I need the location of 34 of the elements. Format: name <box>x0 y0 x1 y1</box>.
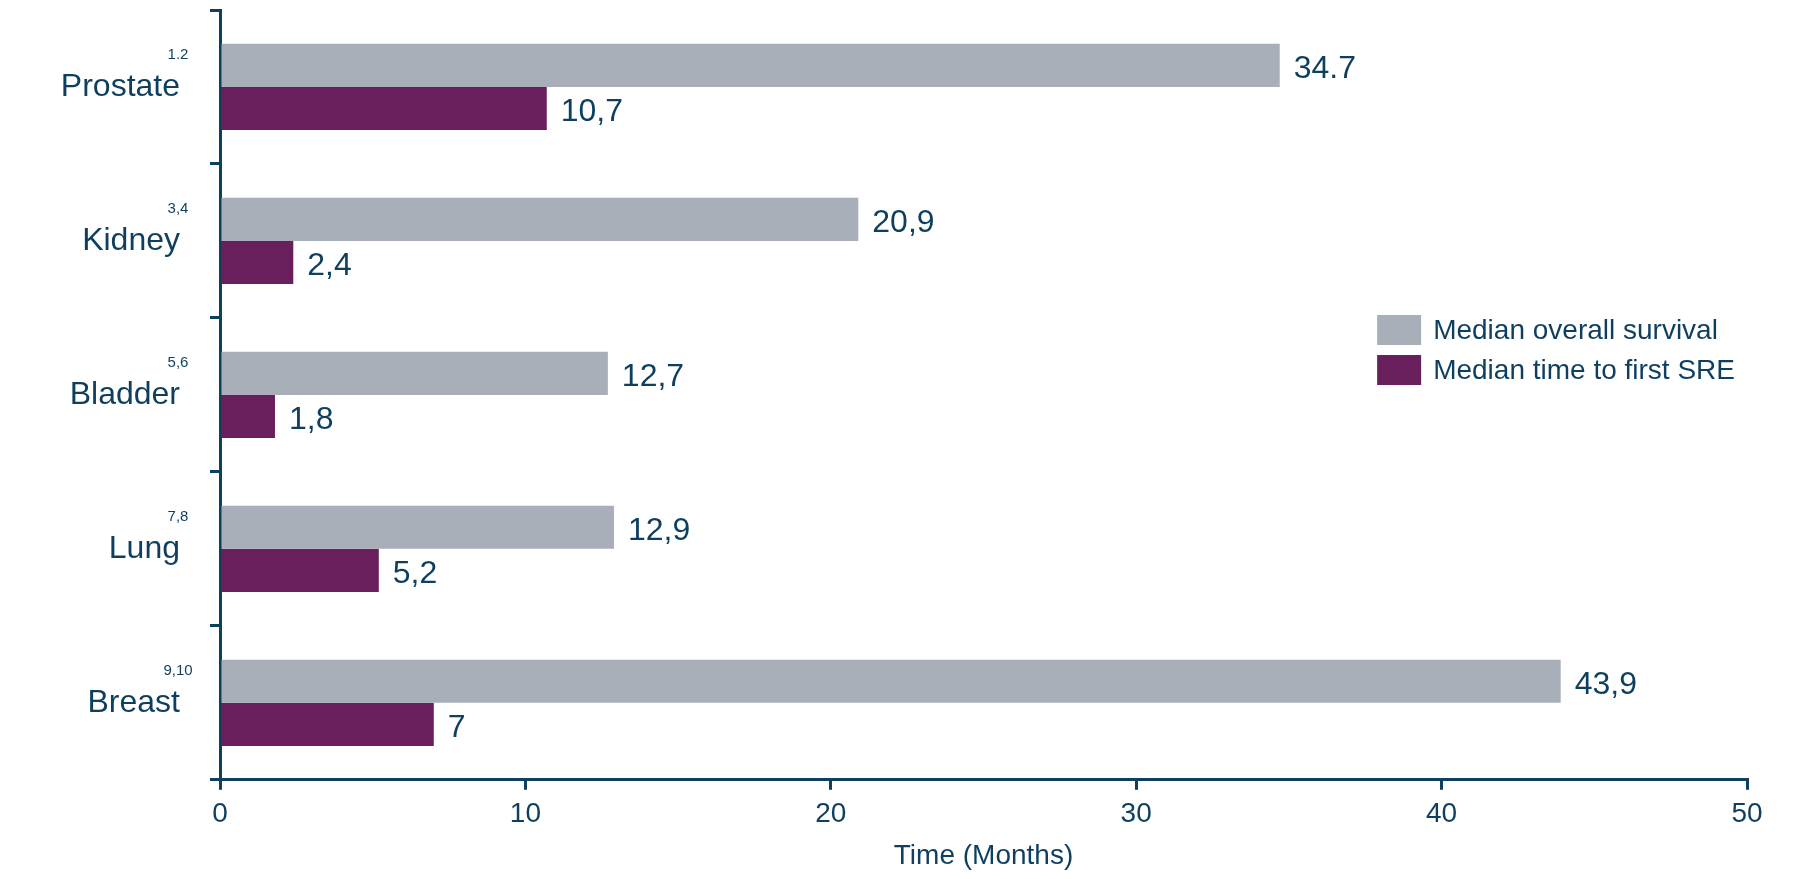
data-label: 7 <box>447 708 466 745</box>
x-tick-label: 50 <box>1731 797 1763 829</box>
y-tick-label: Bladder5,6 <box>69 353 189 411</box>
bar <box>221 548 379 592</box>
x-tick-label: 40 <box>1426 797 1458 829</box>
legend-label: Median time to first SRE <box>1433 353 1735 385</box>
data-label: 1,8 <box>288 400 334 437</box>
y-tick-label: Lung7,8 <box>108 507 189 565</box>
data-label: 5,2 <box>392 554 438 591</box>
bar <box>221 505 614 549</box>
data-label: 34.7 <box>1293 49 1357 86</box>
y-tick-label: Kidney3,4 <box>82 199 189 257</box>
legend-label: Median overall survival <box>1433 313 1718 345</box>
bar <box>221 351 608 395</box>
x-tick-label: 20 <box>815 797 847 829</box>
data-label: 2,4 <box>307 246 352 283</box>
data-label: 10,7 <box>560 92 624 129</box>
data-label: 20,9 <box>872 203 935 240</box>
bar <box>221 197 859 241</box>
bar <box>221 43 1280 87</box>
x-axis-title: Time (Months) <box>893 838 1074 870</box>
bar <box>221 702 434 746</box>
y-tick-label: Prostate1.2 <box>60 45 189 103</box>
bar <box>221 659 1561 703</box>
data-label: 12,7 <box>621 357 685 394</box>
x-tick-label: 10 <box>509 797 541 829</box>
bar <box>221 394 275 439</box>
x-tick-label: 0 <box>212 797 228 829</box>
bar <box>221 240 294 285</box>
data-label: 12,9 <box>627 511 691 548</box>
data-label: 43,9 <box>1574 665 1637 702</box>
bar <box>221 86 547 131</box>
y-tick-label: Breast9,10 <box>87 660 193 719</box>
x-tick-label: 30 <box>1120 797 1152 829</box>
